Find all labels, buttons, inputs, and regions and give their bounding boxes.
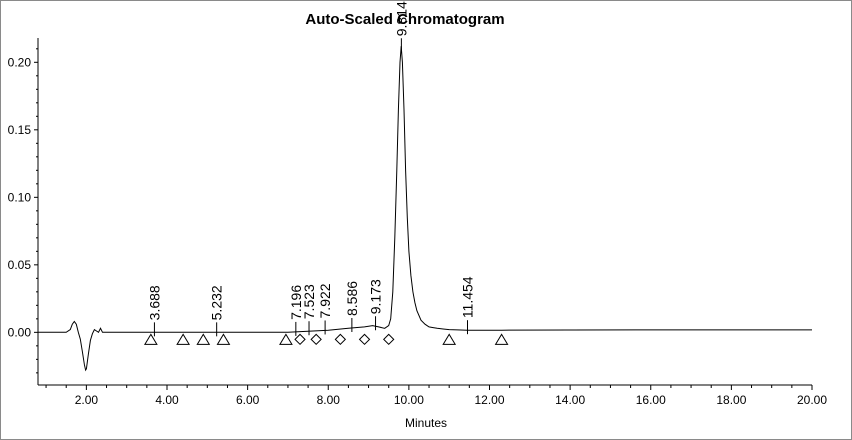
peak-label: 3.688 xyxy=(146,285,162,320)
x-tick-label: 20.00 xyxy=(797,393,827,407)
y-tick-label: 0.15 xyxy=(8,123,32,137)
peak-label: 7.196 xyxy=(288,285,304,320)
y-tick-label: 0.00 xyxy=(8,325,32,339)
peak-label: 9.814 xyxy=(393,1,409,36)
baseline-diamond-marker xyxy=(358,333,371,346)
x-tick-label: 14.00 xyxy=(555,393,585,407)
peak-label: 7.523 xyxy=(301,284,317,319)
plot-area: 0.00 0.05 0.10 0.15 0.20 2.00 4.00 6.00 8.00 10.0… xyxy=(8,1,828,407)
baseline-triangle-marker xyxy=(279,333,293,345)
y-tick-label: 0.20 xyxy=(8,55,32,69)
baseline-diamond-marker xyxy=(294,333,306,346)
x-tick-label: 12.00 xyxy=(474,393,504,407)
baseline-diamond-marker xyxy=(383,333,395,346)
x-tick-label: 4.00 xyxy=(155,393,179,407)
baseline-triangle-marker xyxy=(216,333,231,345)
x-tick-label: 16.00 xyxy=(636,393,666,407)
x-tick-label: 2.00 xyxy=(75,393,99,407)
x-tick-label: 8.00 xyxy=(317,393,341,407)
x-tick-label: 6.00 xyxy=(236,393,260,407)
baseline-triangle-marker xyxy=(494,333,509,345)
peak-label: 11.454 xyxy=(459,276,475,318)
peak-label: 9.173 xyxy=(368,279,384,314)
baseline-diamond-marker xyxy=(310,333,322,346)
peak-label: 5.232 xyxy=(209,285,225,320)
chart-title: Auto-Scaled Chromatogram xyxy=(305,11,504,28)
peak-label: 8.586 xyxy=(344,281,360,316)
baseline-diamond-marker xyxy=(334,333,347,346)
baseline-triangle-marker xyxy=(143,333,158,345)
signal-trace xyxy=(38,46,812,372)
peak-label: 7.922 xyxy=(317,283,333,318)
baseline-triangle-marker xyxy=(442,333,457,345)
x-axis-label: Minutes xyxy=(405,416,447,430)
baseline-triangle-marker xyxy=(176,333,191,345)
x-tick-label: 18.00 xyxy=(716,393,746,407)
y-tick-label: 0.10 xyxy=(8,190,32,204)
y-tick-label: 0.05 xyxy=(8,258,32,272)
x-tick-label: 10.00 xyxy=(394,393,424,407)
baseline-triangle-marker xyxy=(196,333,211,345)
